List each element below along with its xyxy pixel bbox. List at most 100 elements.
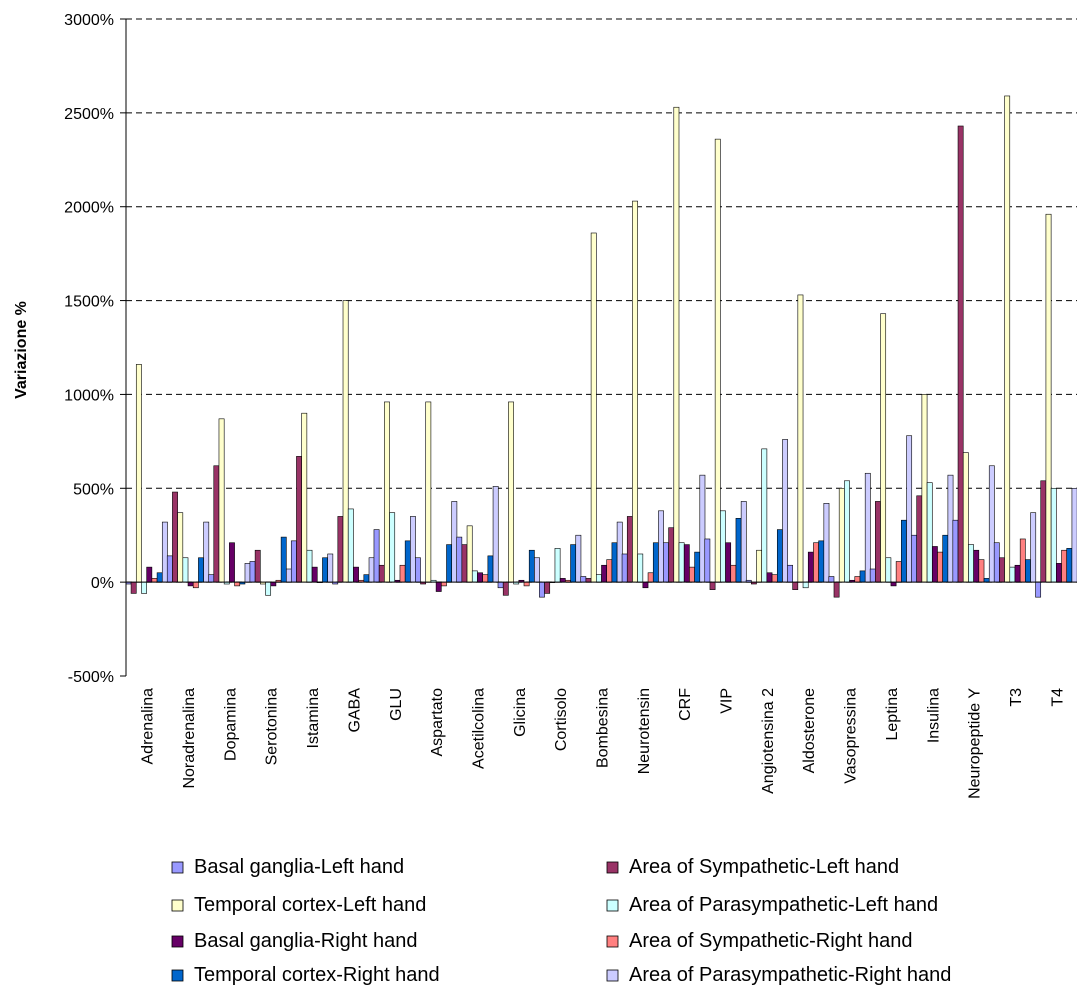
bar-4: [471, 570, 478, 583]
bar-5: [435, 581, 442, 592]
bar-6: [441, 581, 447, 587]
legend-label: Basal ganglia-Right hand: [194, 930, 418, 952]
bar-2: [792, 581, 799, 590]
bar-5: [311, 566, 318, 583]
x-tick-label: Istamina: [305, 688, 322, 749]
bar-2: [585, 578, 592, 583]
legend-label: Temporal cortex-Left hand: [194, 894, 426, 916]
bar-4: [595, 574, 602, 583]
y-tick-label: 3000%: [64, 12, 114, 29]
bar-5: [766, 572, 773, 583]
bar-4: [761, 448, 768, 583]
bar-4: [926, 482, 933, 583]
bar-2: [213, 465, 220, 583]
bar-8: [451, 501, 458, 583]
x-tick-label: Insulina: [925, 688, 942, 743]
x-tick-label: Neuropeptide Y: [967, 688, 984, 799]
bar-8: [368, 557, 375, 583]
bar-5: [807, 551, 814, 583]
bar-1: [993, 542, 1000, 583]
legend: Basal ganglia-Left hand Area of Sympathet…: [171, 856, 951, 986]
bar-8: [534, 557, 540, 583]
x-tick-label: T3: [1008, 688, 1025, 707]
bar-3: [342, 300, 349, 583]
bar-4: [1050, 487, 1057, 583]
x-tick-label: Adrenalina: [140, 688, 157, 765]
y-tick-label: 2500%: [64, 106, 114, 123]
bar-6: [771, 574, 778, 583]
bar-1: [166, 555, 173, 583]
bar-7: [694, 551, 701, 583]
y-tick-label: 500%: [73, 481, 114, 498]
y-tick-label: 2000%: [64, 200, 114, 217]
bar-4: [554, 548, 561, 583]
bar-5: [187, 581, 194, 587]
bar-8: [823, 503, 830, 583]
legend-swatch: [606, 969, 619, 982]
x-tick-label: T4: [1049, 688, 1066, 707]
bar-1: [787, 564, 793, 583]
bar-7: [1066, 548, 1073, 583]
bar-6: [523, 581, 530, 587]
bar-6: [895, 561, 902, 583]
legend-label: Temporal cortex-Right hand: [194, 964, 440, 986]
legend-label: Area of Parasympathetic-Right hand: [629, 964, 951, 986]
bar-6: [482, 574, 489, 583]
bar-1: [1035, 581, 1042, 598]
bar-8: [1071, 487, 1077, 583]
bar-6: [978, 559, 985, 583]
legend-swatch: [171, 899, 184, 912]
bar-4: [802, 581, 809, 589]
x-tick-labels: Adrenalina Noradrenalina Dopamina Serotonin…: [140, 688, 1067, 799]
axes: [120, 18, 1077, 677]
bar-5: [270, 581, 277, 587]
bar-1: [580, 576, 587, 583]
bar-2: [833, 581, 840, 598]
bar-2: [172, 491, 178, 583]
x-tick-label: GABA: [346, 688, 363, 733]
bar-3: [838, 487, 845, 583]
bar-3: [384, 401, 390, 583]
bar-8: [740, 501, 747, 583]
bar-7: [446, 544, 453, 583]
bar-2: [957, 125, 964, 583]
x-tick-label: Angiotensina 2: [760, 688, 777, 794]
bar-2: [296, 456, 302, 583]
legend-swatch: [606, 935, 619, 948]
bar-4: [265, 581, 272, 596]
bar-7: [818, 540, 825, 583]
bar-3: [673, 106, 680, 583]
bar-8: [1030, 512, 1037, 583]
y-tick-label: 0%: [91, 575, 114, 592]
bar-6: [813, 542, 819, 583]
bar-5: [559, 578, 566, 583]
bar-3: [425, 401, 432, 583]
x-tick-label: Cortisolo: [553, 688, 570, 751]
bar-1: [290, 540, 297, 583]
bar-7: [859, 570, 866, 583]
bar-2: [916, 495, 923, 583]
x-tick-label: Noradrenalina: [181, 688, 198, 789]
bar-4: [844, 480, 850, 583]
bar-8: [161, 521, 168, 583]
bar-6: [606, 559, 613, 583]
bar-7: [528, 549, 535, 583]
bar-6: [730, 564, 737, 583]
bar-6: [399, 564, 406, 583]
x-tick-label: Acetilcolina: [470, 688, 487, 769]
bar-8: [906, 435, 913, 583]
bar-8: [575, 534, 582, 583]
bar-3: [135, 364, 142, 583]
bar-2: [544, 581, 551, 594]
bar-5: [1056, 563, 1062, 583]
bar-7: [198, 557, 204, 583]
x-tick-label: Neurotensin: [636, 688, 653, 774]
bar-1: [497, 581, 504, 589]
x-tick-label: VIP: [719, 688, 736, 714]
bar-5: [601, 564, 607, 583]
bar-7: [280, 536, 287, 583]
bar-1: [911, 534, 917, 583]
bar-7: [404, 540, 411, 583]
bar-2: [875, 501, 881, 583]
x-tick-label: GLU: [388, 688, 405, 721]
